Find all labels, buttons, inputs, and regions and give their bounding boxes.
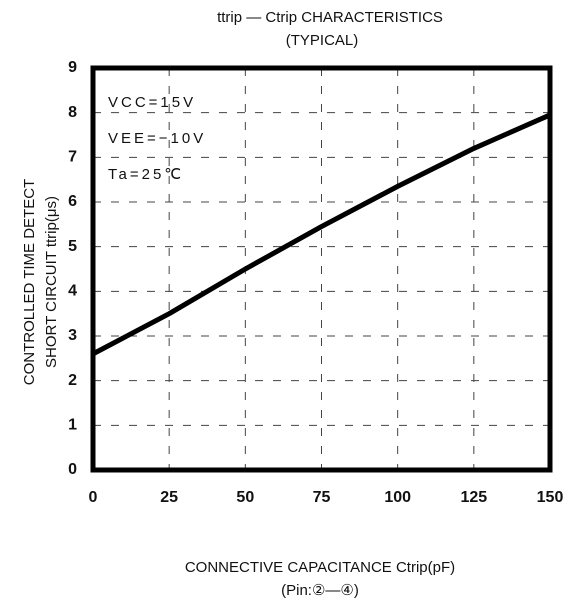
y-tick-label: 5 (68, 238, 77, 255)
annotation: Ta=25℃ (108, 166, 184, 183)
y-tick-label: 7 (68, 149, 77, 166)
x-tick-label: 100 (384, 489, 411, 506)
x-axis-label: CONNECTIVE CAPACITANCE Ctrip(pF) (185, 559, 455, 576)
y-tick-label: 9 (68, 59, 77, 76)
x-tick-label: 0 (89, 489, 98, 506)
x-tick-label: 75 (313, 489, 331, 506)
chart-title: ttrip — Ctrip CHARACTERISTICS (217, 9, 443, 26)
y-tick-label: 6 (68, 193, 77, 210)
annotation: VEE=−10V (108, 130, 206, 147)
y-tick-label: 0 (68, 461, 77, 478)
data-line (91, 112, 552, 357)
y-tick-label: 1 (68, 417, 77, 434)
y-tick-label: 2 (68, 372, 77, 389)
annotation: VCC=15V (108, 94, 196, 111)
x-tick-label: 125 (460, 489, 487, 506)
plot-frame (90, 65, 553, 473)
chart-subtitle: (TYPICAL) (286, 32, 359, 49)
x-tick-label: 150 (537, 489, 564, 506)
y-tick-label: 8 (68, 104, 77, 121)
x-tick-label: 50 (236, 489, 254, 506)
y-axis-label: CONTROLLED TIME DETECT (21, 179, 38, 385)
y-tick-label: 4 (68, 283, 77, 300)
x-axis-label: (Pin:②—④) (281, 582, 359, 599)
y-tick-label: 3 (68, 327, 77, 344)
y-axis-label: SHORT CIRCUIT ttrip(μs) (43, 196, 60, 368)
x-tick-label: 25 (160, 489, 178, 506)
